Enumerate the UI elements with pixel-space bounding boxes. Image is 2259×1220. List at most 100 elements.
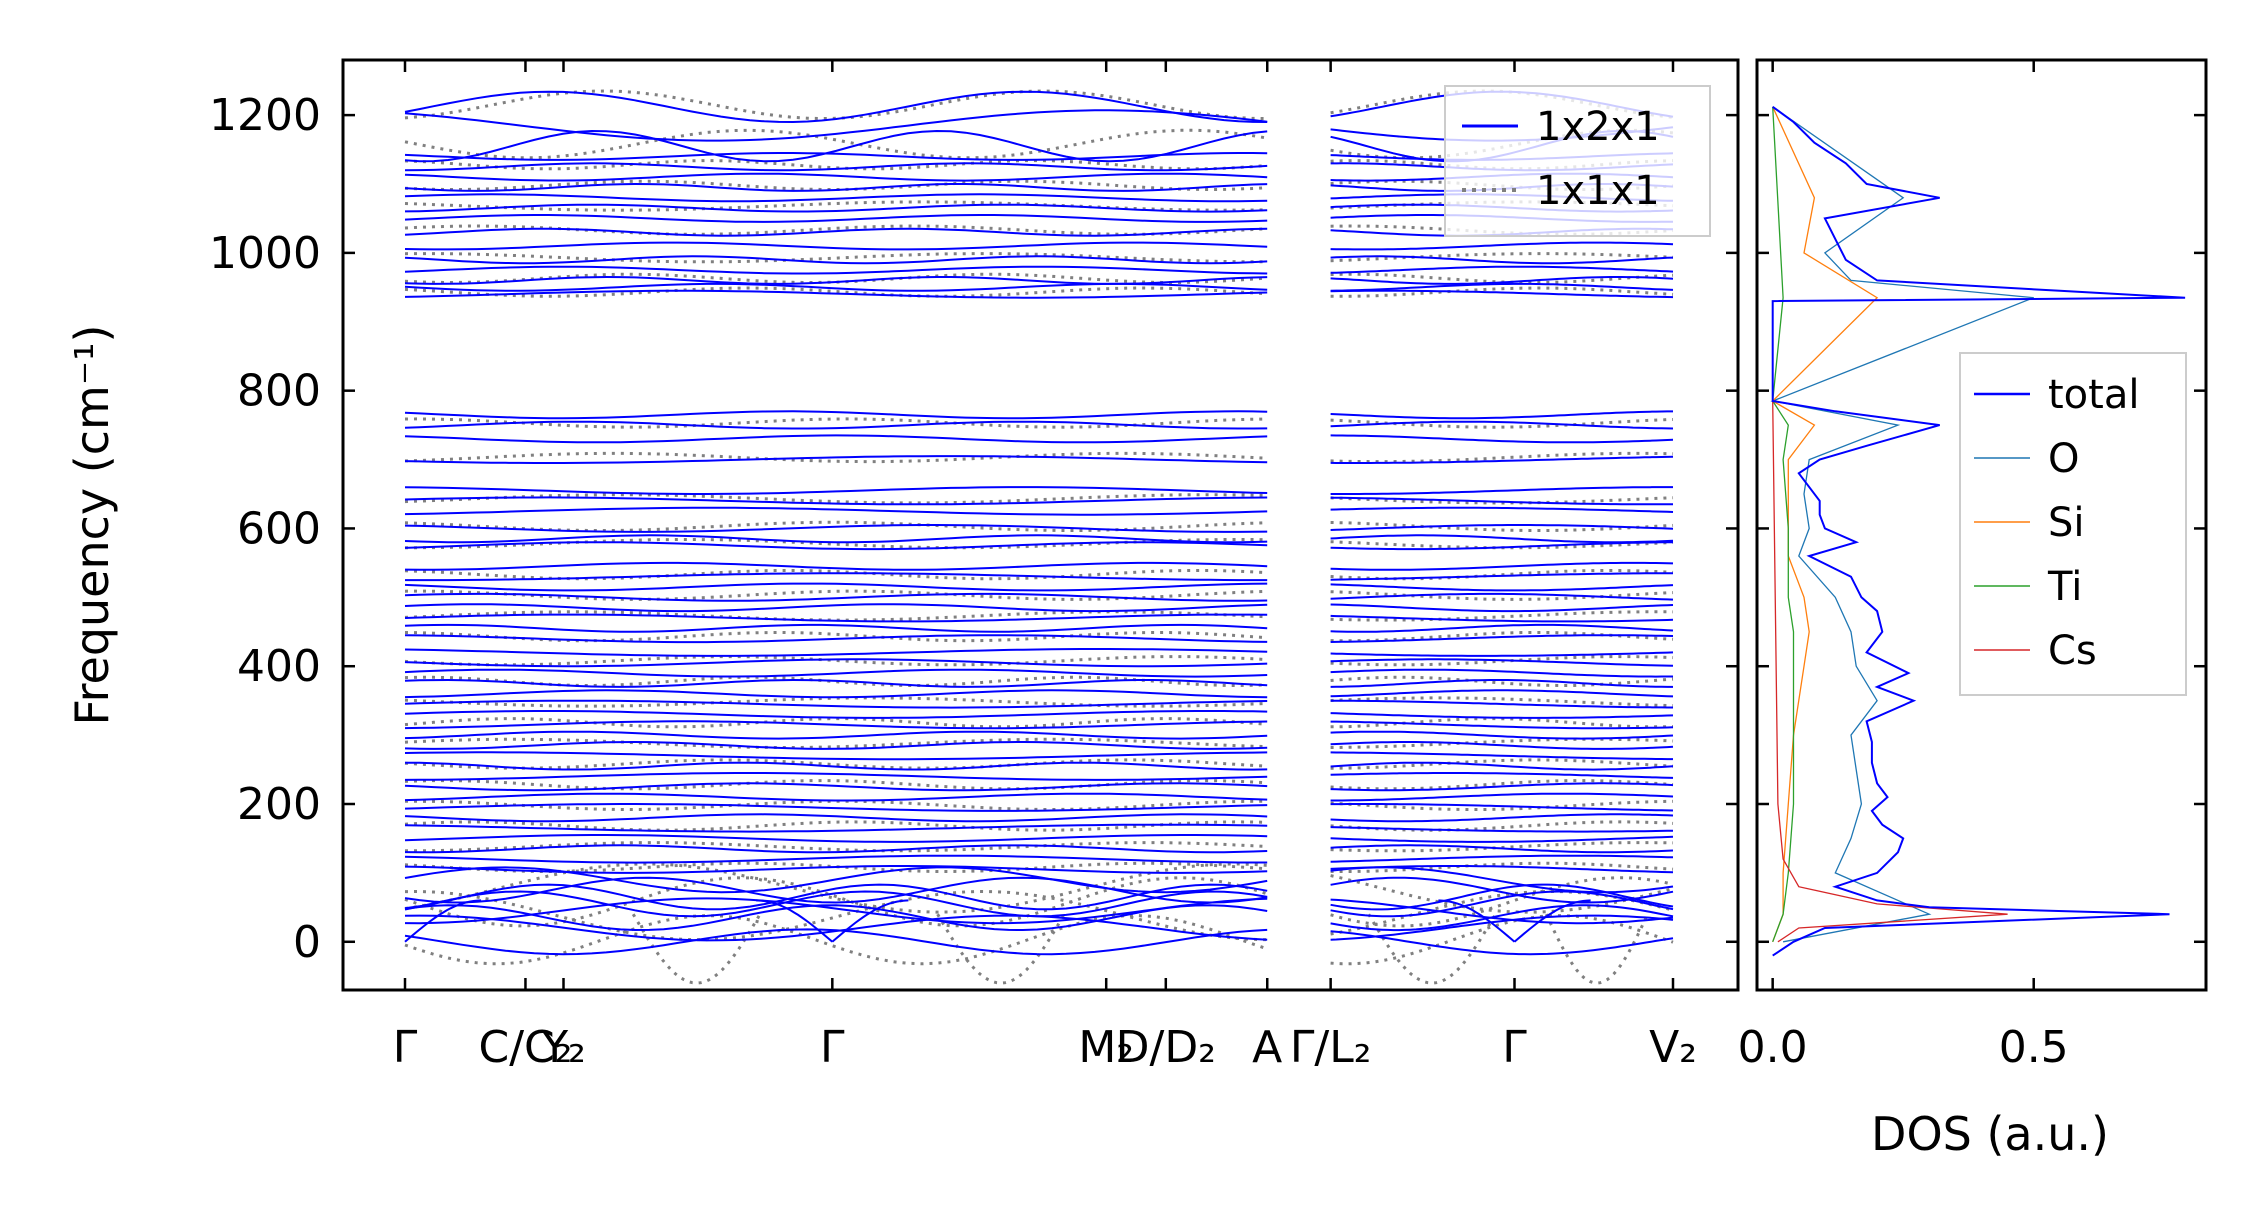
kpoint-label: M₂ — [1078, 1022, 1134, 1073]
band-line-1x1x1 — [404, 675, 1674, 688]
band-line-1x1x1 — [404, 876, 1674, 928]
band-line-1x2x1 — [404, 834, 1674, 843]
dos-xtick-label: 0.0 — [1738, 1022, 1808, 1073]
kpoint-label: Γ — [393, 1022, 418, 1073]
band-ytick-label: 400 — [237, 641, 321, 692]
legend-label-ti: Ti — [2047, 564, 2082, 610]
band-line-1x2x1 — [831, 899, 909, 943]
band-line-1x2x1 — [404, 410, 1673, 420]
band-line-1x2x1 — [404, 282, 1674, 292]
dos-xtick-label: 0.5 — [1999, 1022, 2069, 1073]
band-line-1x2x1 — [404, 255, 1674, 265]
kpoint-label: Y₂ — [540, 1022, 586, 1073]
band-line-1x1x1 — [404, 861, 1674, 874]
kpoint-label: D/D₂ — [1116, 1022, 1216, 1073]
kpoint-label: Γ — [820, 1022, 845, 1073]
band-line-1x2x1 — [404, 241, 1674, 251]
band-ytick-label: 600 — [237, 503, 321, 554]
band-line-1x2x1 — [404, 623, 1674, 633]
band-line-1x2x1 — [404, 658, 1674, 668]
band-ytick-label: 0 — [293, 917, 321, 968]
band-line-1x1x1 — [404, 630, 1674, 643]
band-axes-frame — [341, 58, 1740, 992]
band-line-1x2x1 — [404, 524, 1674, 533]
dos-legend: total O Si Ti Cs — [1959, 352, 2187, 696]
legend-label-cs: Cs — [2048, 628, 2097, 674]
band-line-1x2x1 — [404, 865, 1674, 874]
band-line-1x1x1 — [404, 589, 1674, 601]
band-line-1x2x1 — [404, 420, 1674, 430]
band-line-1x2x1 — [404, 506, 1674, 516]
band-line-1x2x1 — [404, 710, 1674, 719]
band-ytick-label: 200 — [237, 779, 321, 830]
legend-label-o: O — [2048, 436, 2079, 482]
band-line-1x2x1 — [404, 772, 1674, 781]
band-line-1x2x1 — [404, 782, 1674, 792]
band-line-1x2x1 — [404, 534, 1674, 544]
dos-axes-frame — [1755, 58, 2208, 992]
dos-legend-box — [1959, 352, 2187, 696]
band-line-1x1x1 — [404, 779, 1674, 791]
band-line-1x2x1 — [404, 275, 1674, 285]
band-line-1x2x1 — [404, 689, 1674, 699]
band-line-1x2x1 — [404, 265, 1674, 275]
kpoint-label: Γ — [1502, 1022, 1527, 1073]
band-line-1x1x1 — [404, 417, 1674, 429]
kpoint-label: C/C₂ — [478, 1022, 572, 1073]
band-line-1x2x1 — [404, 541, 1674, 551]
band-ytick-label: 800 — [237, 366, 321, 417]
band-line-1x2x1 — [404, 883, 1674, 911]
legend-label-1x1x1: 1x1x1 — [1536, 168, 1660, 214]
band-line-1x2x1 — [404, 792, 1674, 802]
dos-y-ticks — [1757, 113, 2206, 944]
band-line-1x1x1 — [1544, 913, 1649, 985]
band-line-1x2x1 — [404, 678, 1673, 688]
band-line-1x2x1 — [404, 854, 1674, 864]
band-legend: 1x2x1 1x1x1 — [1444, 85, 1711, 237]
band-line-1x1x1 — [404, 451, 1674, 464]
band-line-1x2x1 — [404, 434, 1674, 444]
band-line-1x2x1 — [404, 668, 1673, 678]
kpoint-label: Γ/L₂ — [1290, 1022, 1372, 1073]
band-line-1x2x1 — [404, 904, 1674, 932]
band-line-1x1x1 — [404, 286, 1674, 298]
legend-label-1x2x1: 1x2x1 — [1536, 104, 1660, 150]
band-line-1x1x1 — [404, 737, 1674, 749]
band-line-1x2x1 — [404, 699, 1673, 709]
dos-curve-o — [1770, 106, 2034, 943]
band-line-1x2x1 — [404, 813, 1674, 823]
band-line-1x2x1 — [404, 634, 1674, 644]
legend-label-total: total — [2048, 372, 2139, 418]
band-line-1x2x1 — [404, 914, 1674, 942]
band-line-1x2x1 — [404, 890, 1674, 918]
band-line-1x2x1 — [404, 897, 1674, 925]
band-line-1x2x1 — [404, 496, 1673, 506]
band-line-1x2x1 — [404, 289, 1674, 299]
band-ytick-label: 1000 — [209, 228, 321, 279]
band-line-1x2x1 — [404, 613, 1674, 623]
band-line-1x2x1 — [404, 740, 1674, 750]
band-line-1x2x1 — [404, 761, 1674, 771]
band-line-1x1x1 — [405, 799, 1674, 812]
band-legend-box — [1444, 85, 1711, 237]
kpoint-label: A — [1252, 1022, 1282, 1073]
band-line-1x2x1 — [404, 592, 1674, 602]
band-line-1x1x1 — [404, 569, 1674, 581]
band-line-1x2x1 — [404, 899, 482, 943]
band-line-1x1x1 — [631, 913, 762, 985]
band-line-1x2x1 — [405, 572, 1673, 582]
band-line-1x1x1 — [404, 493, 1674, 505]
dos-lines — [1770, 105, 2186, 957]
band-line-1x2x1 — [404, 720, 1674, 730]
band-line-1x2x1 — [404, 603, 1674, 613]
dos-curve-total — [1771, 105, 2186, 957]
band-line-1x2x1 — [404, 803, 1674, 812]
band-line-1x1x1 — [1367, 913, 1497, 985]
band-line-1x1x1 — [404, 252, 1674, 264]
kpoint-label: V₂ — [1649, 1022, 1697, 1073]
band-line-1x2x1 — [404, 844, 1674, 854]
band-line-1x2x1 — [404, 751, 1673, 761]
